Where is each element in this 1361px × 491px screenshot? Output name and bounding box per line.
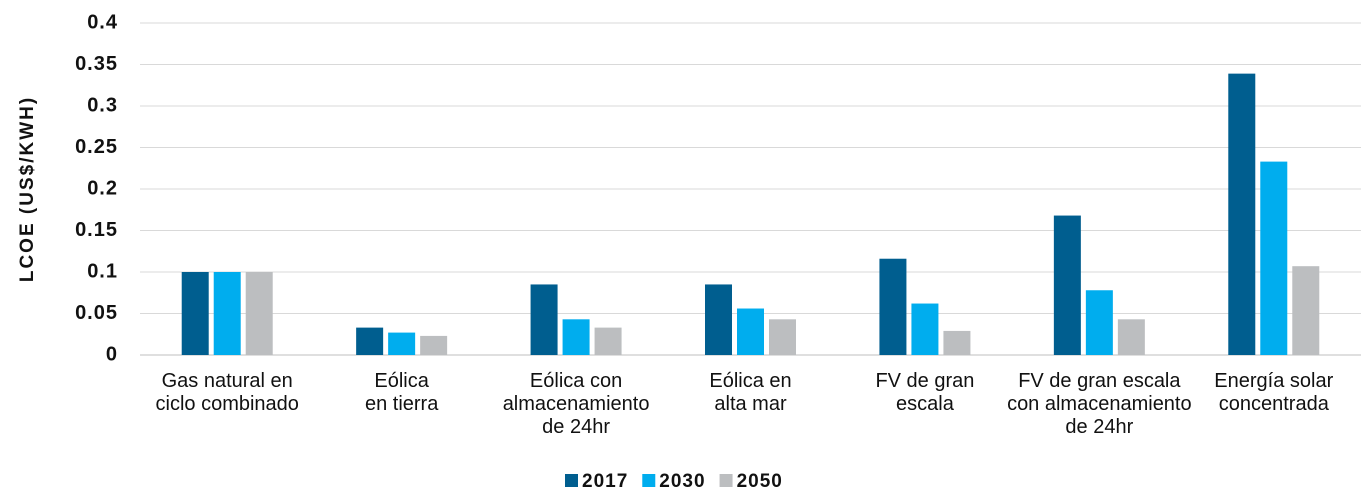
x-tick-line: concentrada <box>1219 393 1330 415</box>
x-tick-label: Eólica con almacenamiento de 24hr <box>503 370 650 438</box>
bar <box>562 319 590 355</box>
x-tick-line: Eólica en <box>709 370 791 392</box>
y-tick-label: 0 <box>106 343 118 365</box>
x-tick-line: con almacenamiento <box>1007 393 1192 415</box>
y-tick-label: 0.4 <box>87 11 118 33</box>
bar <box>879 258 907 355</box>
bar <box>181 272 209 355</box>
x-tick-line: FV de gran <box>875 370 974 392</box>
x-tick-line: de 24hr <box>542 416 610 438</box>
bar <box>911 303 939 355</box>
bar <box>356 327 384 355</box>
bar <box>213 272 241 355</box>
bar <box>245 272 273 355</box>
x-tick-line: Gas natural en <box>162 370 293 392</box>
x-tick-label: Gas natural en ciclo combinado <box>156 370 299 415</box>
x-tick-line: alta mar <box>714 393 787 415</box>
bar <box>388 332 416 355</box>
x-tick-line: Energía solar <box>1214 370 1333 392</box>
x-tick-label: Eólica en tierra <box>365 370 439 415</box>
legend-swatch <box>719 474 733 487</box>
bar <box>737 308 764 355</box>
y-tick-label: 0.35 <box>75 53 118 75</box>
bar <box>1053 215 1081 355</box>
legend-label: 2017 <box>582 471 628 491</box>
y-tick-label: 0.25 <box>75 136 118 158</box>
x-tick-line: almacenamiento <box>503 393 650 415</box>
bar <box>1085 290 1113 355</box>
legend-swatch <box>642 474 656 487</box>
y-tick-label: 0.1 <box>87 260 118 282</box>
bar <box>1260 161 1288 355</box>
bar <box>943 330 971 355</box>
x-tick-line: ciclo combinado <box>156 393 299 415</box>
bar <box>530 284 558 355</box>
x-tick-label: Energía solar concentrada <box>1214 370 1333 415</box>
x-tick-label: FV de gran escala con almacenamiento de 24… <box>1007 370 1192 438</box>
x-tick-line: escala <box>896 393 955 415</box>
y-tick-label: 0.05 <box>75 302 118 324</box>
x-tick-line: en tierra <box>365 393 439 415</box>
y-tick-label: 0.2 <box>87 177 118 199</box>
bar <box>594 327 622 355</box>
legend-swatch <box>565 474 578 487</box>
bar <box>1117 319 1145 355</box>
x-tick-line: de 24hr <box>1065 416 1133 438</box>
x-tick-label: FV de gran escala <box>875 370 974 415</box>
bar <box>769 319 796 355</box>
bar <box>1228 73 1256 355</box>
x-tick-line: Eólica <box>374 370 429 392</box>
y-axis-label: LCOE (US$/KWH) <box>17 96 38 282</box>
bar <box>705 284 732 355</box>
x-tick-line: FV de gran escala <box>1018 370 1181 392</box>
bar <box>420 335 448 355</box>
y-tick-label: 0.15 <box>75 219 118 241</box>
bar <box>1292 266 1320 355</box>
y-tick-label: 0.3 <box>87 94 118 116</box>
legend-label: 2050 <box>737 471 783 491</box>
x-tick-line: Eólica con <box>530 370 622 392</box>
legend-label: 2030 <box>659 471 705 491</box>
x-tick-label: Eólica en alta mar <box>709 370 791 415</box>
